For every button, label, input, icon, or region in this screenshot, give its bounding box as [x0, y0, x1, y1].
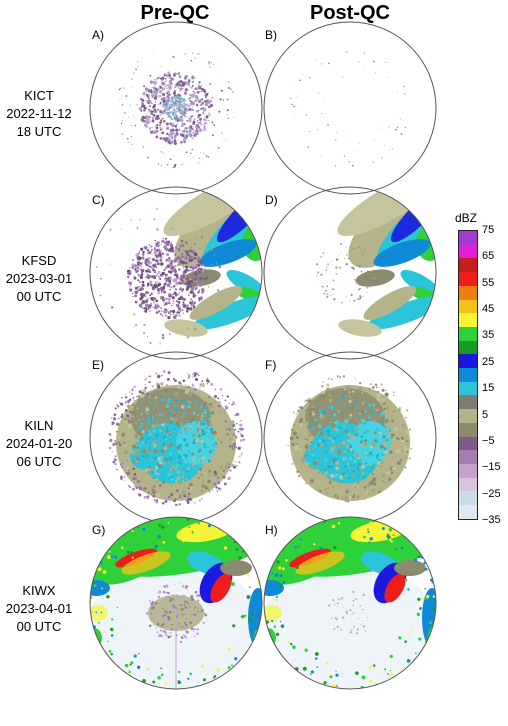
colorbar-segment	[459, 463, 477, 478]
column-header-post-qc: Post-QC	[310, 2, 390, 24]
panel-letter: F)	[265, 358, 277, 372]
colorbar-segment	[459, 436, 477, 451]
radar-panel-h	[263, 516, 437, 690]
colorbar	[458, 230, 478, 520]
colorbar-tick-label: 75	[482, 224, 495, 236]
colorbar-segment	[459, 326, 477, 341]
colorbar-segment	[459, 244, 477, 259]
colorbar-segment	[459, 340, 477, 355]
row-label: KFSD 2023-03-01 00 UTC	[0, 252, 78, 306]
radar-panel-g	[89, 516, 263, 690]
colorbar-segment	[459, 450, 477, 464]
row-label-date: 2023-03-01	[5, 271, 73, 286]
colorbar-segment	[459, 299, 477, 314]
radar-panel-d	[263, 186, 437, 360]
row-label-time: 18 UTC	[16, 124, 62, 139]
colorbar-segment	[459, 231, 477, 245]
colorbar-tick-label: −25	[482, 487, 501, 500]
panel-letter: B)	[265, 28, 277, 42]
radar-panel-c	[89, 186, 263, 360]
colorbar-segment	[459, 409, 477, 423]
row-label-station: KILN	[24, 418, 54, 433]
colorbar-segment	[459, 313, 477, 327]
colorbar-tick-label: 15	[482, 382, 495, 395]
colorbar-segment	[459, 368, 477, 382]
row-label-date: 2022-11-12	[6, 106, 72, 121]
panel-letter: G)	[92, 523, 106, 537]
radar-panel-f	[263, 351, 437, 525]
colorbar-tick-label: 55	[482, 276, 495, 289]
radar-panel-b	[263, 21, 437, 195]
panel-letter: E)	[92, 358, 104, 372]
colorbar-segment	[459, 285, 477, 300]
radar-panel-e	[89, 351, 263, 525]
colorbar-segment	[459, 381, 477, 396]
column-header-pre-qc: Pre-QC	[140, 2, 210, 24]
colorbar-segment	[459, 477, 477, 492]
row-label-time: 06 UTC	[16, 454, 62, 469]
colorbar-tick-label: 5	[482, 408, 489, 421]
panel-letter: C)	[92, 193, 105, 207]
colorbar-segment	[459, 258, 477, 273]
row-label-station: KIWX	[22, 583, 56, 598]
colorbar-segment	[459, 272, 477, 286]
colorbar-tick-label: 45	[482, 303, 495, 316]
colorbar-tick-label: 35	[482, 329, 495, 342]
row-label: KILN 2024-01-20 06 UTC	[0, 417, 78, 471]
radar-panel-a	[89, 21, 263, 195]
row-label: KIWX 2023-04-01 00 UTC	[0, 582, 78, 636]
panel-letter: D)	[265, 193, 278, 207]
panel-letter: H)	[265, 523, 278, 537]
colorbar-tick-label: −15	[482, 461, 501, 474]
row-label-station: KICT	[24, 88, 54, 103]
row-label-station: KFSD	[21, 253, 57, 268]
colorbar-tick-label: −5	[482, 434, 495, 447]
colorbar-title: dBZ	[455, 211, 478, 225]
colorbar-tick-label: 65	[482, 250, 495, 263]
panel-letter: A)	[92, 28, 104, 42]
row-label: KICT 2022-11-12 18 UTC	[0, 87, 78, 141]
row-label-date: 2024-01-20	[5, 436, 73, 451]
colorbar-segment	[459, 354, 477, 369]
row-label-time: 00 UTC	[16, 619, 62, 634]
colorbar-segment	[459, 491, 477, 506]
colorbar-tick-label: 25	[482, 355, 495, 368]
colorbar-segment	[459, 422, 477, 437]
colorbar-tick-label: −35	[482, 514, 501, 526]
colorbar-segment	[459, 505, 477, 519]
colorbar-segment	[459, 395, 477, 410]
row-label-date: 2023-04-01	[5, 601, 73, 616]
row-label-time: 00 UTC	[16, 289, 62, 304]
